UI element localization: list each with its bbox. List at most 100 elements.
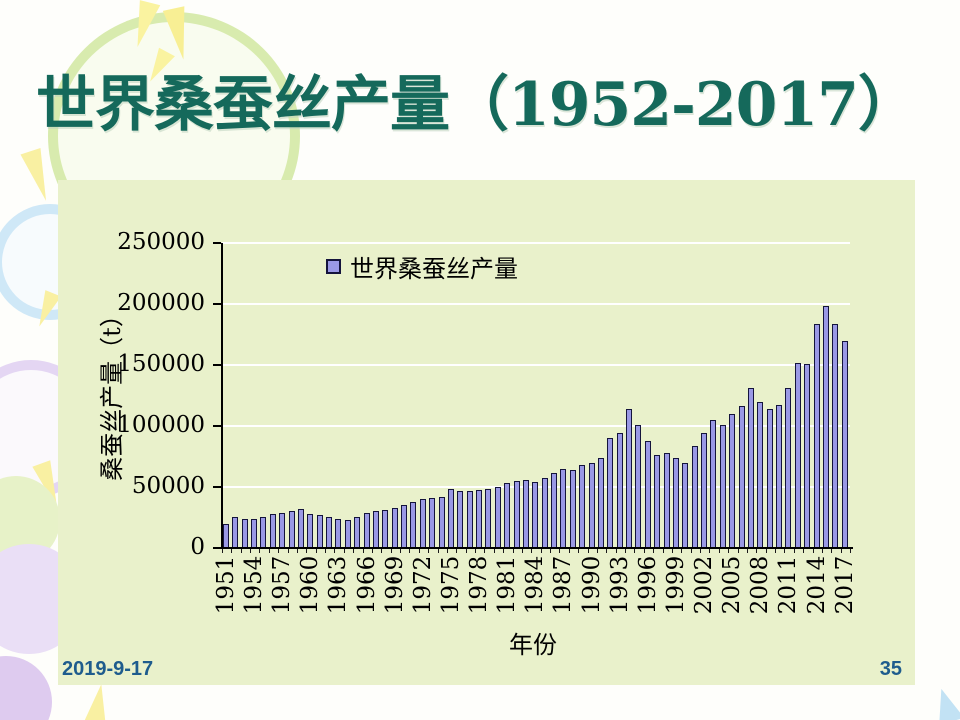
bar-1999 [672, 458, 679, 548]
x-axis-title: 年份 [509, 631, 557, 659]
x-axis-tick [240, 549, 242, 553]
bar-1982 [513, 481, 520, 548]
y-axis-line [221, 243, 223, 549]
bar-2001 [691, 446, 698, 548]
x-tick-label: 1975 [437, 555, 464, 615]
y-tick-label: 0 [190, 534, 205, 560]
x-axis-tick [371, 549, 373, 553]
bar-2012 [794, 363, 801, 548]
x-tick-label: 2002 [691, 555, 718, 615]
x-tick-label: 1960 [297, 555, 324, 615]
x-axis-tick [550, 549, 552, 553]
x-tick-label: 1957 [269, 555, 296, 615]
bar-1981 [504, 483, 511, 548]
x-axis-tick [306, 549, 308, 553]
bar-2011 [785, 388, 792, 548]
x-tick-label: 1996 [634, 555, 661, 615]
bar-2008 [757, 402, 764, 548]
x-axis-tick [718, 549, 720, 553]
bar-1996 [644, 441, 651, 548]
y-axis-tick [213, 486, 221, 488]
bar-2006 [738, 406, 745, 548]
x-axis-tick [840, 549, 842, 553]
x-axis-tick [821, 549, 823, 553]
bar-2000 [682, 463, 689, 548]
x-axis-tick [700, 549, 702, 553]
x-axis-tick [578, 549, 580, 553]
x-axis-tick [728, 549, 730, 553]
x-axis-tick [540, 549, 542, 553]
chart-legend: 世界桑蚕丝产量 [326, 249, 518, 284]
x-axis-tick [531, 549, 533, 553]
y-tick-label: 250000 [117, 229, 205, 255]
footer-date: 2019-9-17 [62, 658, 154, 680]
bar-1986 [551, 473, 558, 548]
bar-1994 [626, 409, 633, 548]
x-axis-tick [662, 549, 664, 553]
x-tick-label: 2011 [775, 555, 802, 615]
x-tick-label: 1999 [662, 555, 689, 615]
x-axis-line [221, 547, 853, 549]
bar-1985 [541, 478, 548, 548]
x-axis-tick [315, 549, 317, 553]
x-axis-tick [400, 549, 402, 553]
x-axis-tick [596, 549, 598, 553]
bar-2017 [841, 341, 848, 548]
bar-2002 [701, 433, 708, 548]
bar-2010 [776, 405, 782, 548]
bar-1988 [569, 470, 576, 548]
x-axis-tick [428, 549, 430, 553]
bar-1993 [616, 433, 623, 548]
x-tick-label: 1990 [578, 555, 605, 615]
bar-2014 [813, 324, 820, 548]
bar-2009 [766, 409, 773, 548]
x-axis-tick [653, 549, 655, 553]
gridline [222, 364, 850, 366]
x-tick-label: 1972 [409, 555, 436, 615]
x-axis-tick [446, 549, 448, 553]
x-axis-tick [681, 549, 683, 553]
x-tick-label: 1978 [466, 555, 493, 615]
x-axis-tick [756, 549, 758, 553]
x-axis-tick [568, 549, 570, 553]
x-axis-tick [793, 549, 795, 553]
x-tick-label: 1969 [381, 555, 408, 615]
y-tick-label: 50000 [131, 473, 205, 499]
y-axis-tick [213, 364, 221, 366]
x-axis-tick [709, 549, 711, 553]
gridline [222, 242, 850, 244]
y-axis-tick [213, 547, 221, 549]
x-axis-tick [231, 549, 233, 553]
x-axis-tick [831, 549, 833, 553]
x-axis-tick [737, 549, 739, 553]
x-axis-tick [418, 549, 420, 553]
x-axis-tick [343, 549, 345, 553]
bar-1989 [579, 465, 586, 548]
x-tick-label: 1987 [550, 555, 577, 615]
x-axis-tick [671, 549, 673, 553]
x-axis-tick [521, 549, 523, 553]
x-axis-tick [784, 549, 786, 553]
y-tick-label: 100000 [117, 412, 205, 438]
bar-1998 [663, 453, 670, 548]
bar-2013 [804, 364, 811, 548]
page-title: 世界桑蚕丝产量（1952-2017） [36, 70, 918, 140]
x-axis-tick [334, 549, 336, 553]
x-tick-label: 1993 [606, 555, 633, 615]
x-axis-tick [465, 549, 467, 553]
x-axis-tick [606, 549, 608, 553]
x-axis-tick [765, 549, 767, 553]
gridline [222, 303, 850, 305]
x-tick-label: 1981 [494, 555, 521, 615]
x-axis-tick [625, 549, 627, 553]
x-axis-tick [222, 549, 223, 553]
legend-label: 世界桑蚕丝产量 [350, 255, 518, 283]
bar-2015 [822, 306, 829, 548]
x-axis-tick [278, 549, 280, 553]
y-axis-tick [213, 425, 221, 427]
x-axis-tick [850, 549, 851, 553]
bar-2007 [747, 388, 754, 548]
x-axis-tick [456, 549, 458, 553]
x-axis-tick [643, 549, 645, 553]
